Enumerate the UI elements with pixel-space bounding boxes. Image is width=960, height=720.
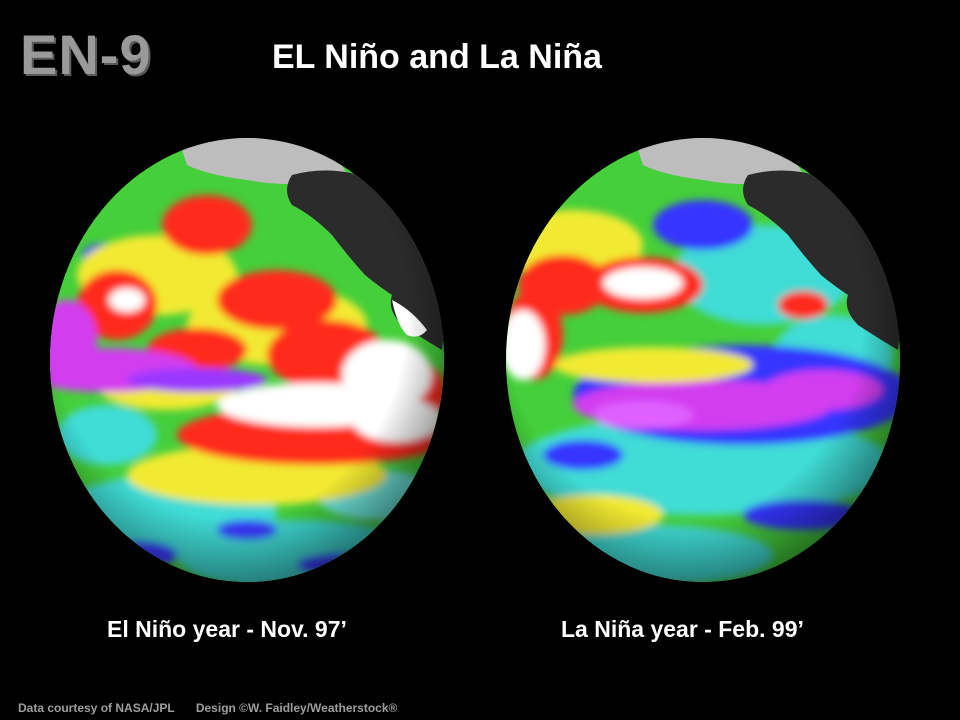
la-nina-globe-image [506,138,900,582]
la-nina-caption: La Niña year - Feb. 99’ [561,616,804,642]
la-nina-globe [503,135,903,585]
credits: Data courtesy of NASA/JPL Design ©W. Fai… [18,701,397,715]
slide-code: EN-9 [20,23,152,86]
data-credit: Data courtesy of NASA/JPL [18,701,175,715]
slide-title: EL Niño and La Niña [272,38,602,76]
design-credit: Design ©W. Faidley/Weatherstock® [195,701,398,715]
el-nino-globe [47,135,447,585]
el-nino-caption: El Niño year - Nov. 97’ [107,616,347,642]
el-nino-globe-image [50,138,444,582]
